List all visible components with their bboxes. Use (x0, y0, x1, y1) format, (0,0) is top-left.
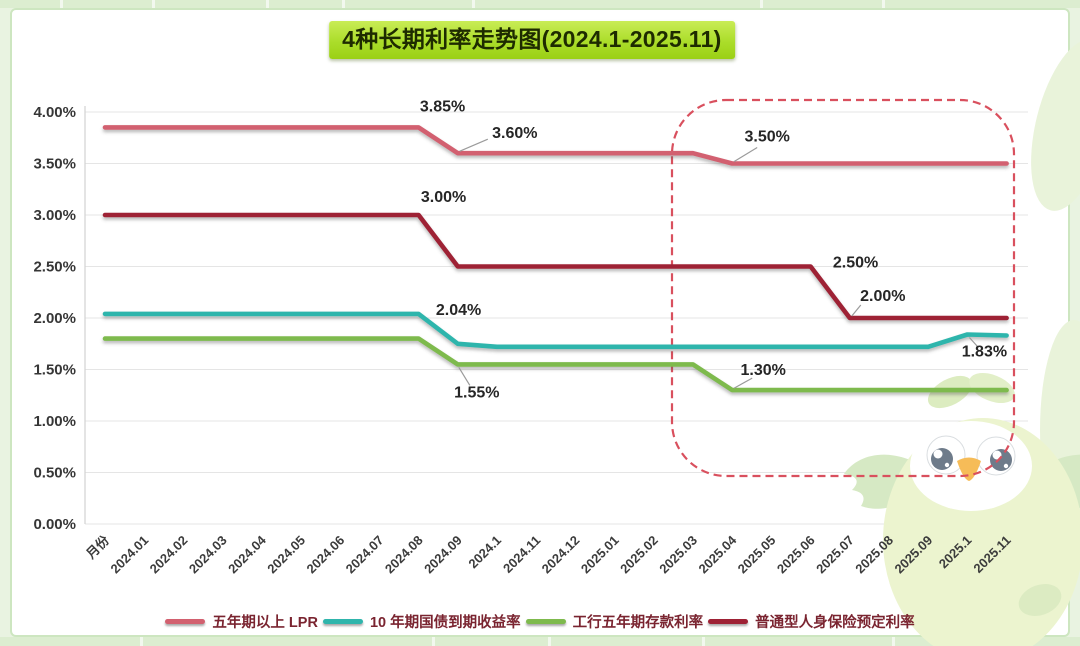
y-axis-label: 1.00% (33, 413, 76, 430)
x-axis-label: 2025.02 (617, 533, 661, 577)
chart-title: 4种长期利率走势图(2024.1-2025.11) (329, 21, 735, 59)
legend-swatch (322, 619, 363, 624)
x-axis-label: 2025.04 (695, 532, 739, 576)
x-axis-label: 2024.06 (303, 533, 347, 577)
chart-legend: 五年期以上 LPR 10 年期国债到期收益率 工行五年期存款利率 普通型人身保险预定利… (0, 611, 1080, 632)
series-line-3 (102, 336, 1009, 393)
series-line-4 (102, 212, 1009, 321)
data-label: 1.55% (454, 384, 499, 401)
data-label: 2.04% (436, 302, 481, 319)
x-axis-label: 2024.03 (186, 533, 230, 577)
y-axis-label: 1.50% (33, 362, 76, 379)
legend-label: 普通型人身保险预定利率 (755, 615, 915, 631)
data-label-leader (458, 367, 471, 386)
legend-swatch (708, 619, 749, 624)
legend-item: 工行五年期存款利率 (525, 611, 704, 632)
owl-pupil (990, 449, 1012, 471)
x-axis-label: 2025.07 (813, 533, 857, 577)
data-label: 2.50% (833, 255, 878, 272)
owl-pupil (931, 448, 953, 470)
data-label: 2.00% (860, 288, 905, 305)
y-axis-label: 3.50% (33, 156, 76, 173)
x-axis-label: 2024.12 (539, 533, 583, 577)
x-axis-label: 2025.01 (578, 533, 622, 577)
eye-glint (992, 450, 1002, 460)
series-lines (102, 125, 1009, 393)
y-axis-label: 0.00% (33, 516, 76, 533)
owl-beak (957, 457, 981, 481)
x-axis-label: 2024.05 (264, 533, 308, 577)
data-label-leader (459, 138, 489, 152)
data-labels: 3.85% 3.60% 3.50% 3.00% 2.50% 2.00% 2.04% 1.55%… (420, 98, 1007, 401)
data-label: 3.50% (745, 129, 790, 146)
legend-swatch (165, 619, 206, 624)
series-line-2 (102, 311, 1009, 350)
x-axis-label: 2024.11 (500, 533, 543, 576)
eye-glint (933, 449, 943, 459)
legend-label: 工行五年期存款利率 (572, 615, 704, 631)
data-label-leader (968, 337, 979, 348)
data-label-leader (733, 146, 758, 163)
highlight-region (670, 98, 1016, 478)
decorative-bottom-edge (0, 637, 1080, 646)
x-axis-label: 2025.03 (656, 533, 700, 577)
legend-item: 普通型人身保险预定利率 (708, 611, 915, 632)
x-axis-label: 2024.09 (421, 533, 465, 577)
x-axis-label: 2024.01 (107, 533, 151, 577)
data-label: 3.00% (421, 189, 466, 206)
x-axis-label: 2024.04 (225, 532, 269, 576)
data-label: 1.30% (741, 362, 786, 379)
highlight-region-box (670, 98, 1016, 478)
x-axis-label: 2025.06 (774, 533, 818, 577)
x-axis-label: 月份 (82, 532, 112, 562)
y-axis-label: 0.50% (33, 465, 76, 482)
x-axis-label: 2024.1 (465, 533, 504, 572)
y-axis-labels: 0.00% 0.50% 1.00% 1.50% 2.00% 2.50% 3.00% 3.50%… (33, 104, 76, 533)
data-label: 3.85% (420, 98, 465, 115)
y-axis-label: 2.00% (33, 310, 76, 327)
legend-item: 10 年期国债到期收益率 (322, 611, 521, 632)
legend-label: 10 年期国债到期收益率 (369, 615, 521, 631)
owl-hand (1018, 584, 1062, 616)
data-label-leader (851, 304, 862, 317)
eye-glint (944, 462, 950, 468)
x-axis-label: 2024.02 (147, 533, 191, 577)
y-axis-label: 3.00% (33, 207, 76, 224)
x-axis-labels: 月份2024.012024.022024.032024.042024.05202… (82, 532, 1013, 577)
owl-mascot (844, 39, 1080, 646)
data-label-leader (733, 377, 753, 389)
x-axis-label: 2025.05 (735, 533, 779, 577)
y-axis-label: 4.00% (33, 104, 76, 121)
legend-label: 五年期以上 LPR (212, 615, 318, 631)
eye-glint (1003, 463, 1009, 469)
x-axis-label: 2024.07 (343, 533, 387, 577)
y-axis-label: 2.50% (33, 259, 76, 276)
decorative-top-edge (0, 0, 1080, 8)
data-label: 3.60% (492, 125, 537, 142)
legend-item: 五年期以上 LPR (165, 611, 318, 632)
legend-swatch (525, 619, 566, 624)
series-line-1 (102, 125, 1009, 166)
x-axis-label: 2024.08 (382, 533, 426, 577)
data-label: 1.83% (962, 343, 1007, 360)
leaf-decor (1031, 39, 1080, 211)
